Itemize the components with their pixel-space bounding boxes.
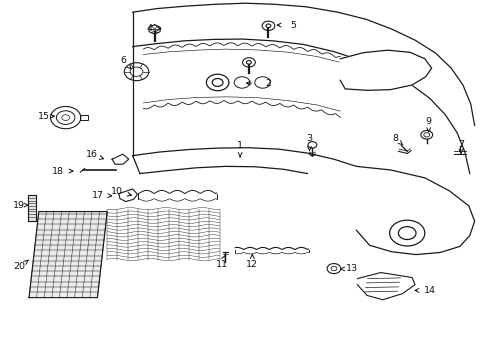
Text: 9: 9 [426, 117, 432, 126]
Polygon shape [29, 212, 107, 298]
Text: 18: 18 [52, 167, 64, 176]
Polygon shape [119, 189, 138, 202]
Text: 8: 8 [392, 134, 398, 143]
Text: 14: 14 [424, 286, 436, 295]
Text: 11: 11 [216, 260, 227, 269]
Text: 19: 19 [13, 201, 25, 210]
Text: 1: 1 [237, 141, 243, 150]
Bar [80, 116, 88, 120]
Text: 15: 15 [38, 112, 49, 121]
Polygon shape [27, 195, 36, 221]
Polygon shape [340, 50, 432, 90]
Text: 2: 2 [266, 79, 271, 88]
Text: 3: 3 [306, 134, 313, 143]
Text: 6: 6 [121, 57, 127, 66]
Text: 13: 13 [345, 265, 358, 274]
Polygon shape [112, 154, 129, 164]
Text: 7: 7 [458, 140, 464, 149]
Text: 20: 20 [13, 262, 25, 271]
Polygon shape [357, 273, 415, 300]
Text: 12: 12 [246, 260, 258, 269]
Polygon shape [356, 166, 475, 255]
Text: 4: 4 [147, 24, 153, 33]
Text: 16: 16 [86, 150, 98, 159]
Text: 5: 5 [290, 21, 296, 30]
Text: 10: 10 [111, 187, 123, 196]
Text: 17: 17 [93, 190, 104, 199]
